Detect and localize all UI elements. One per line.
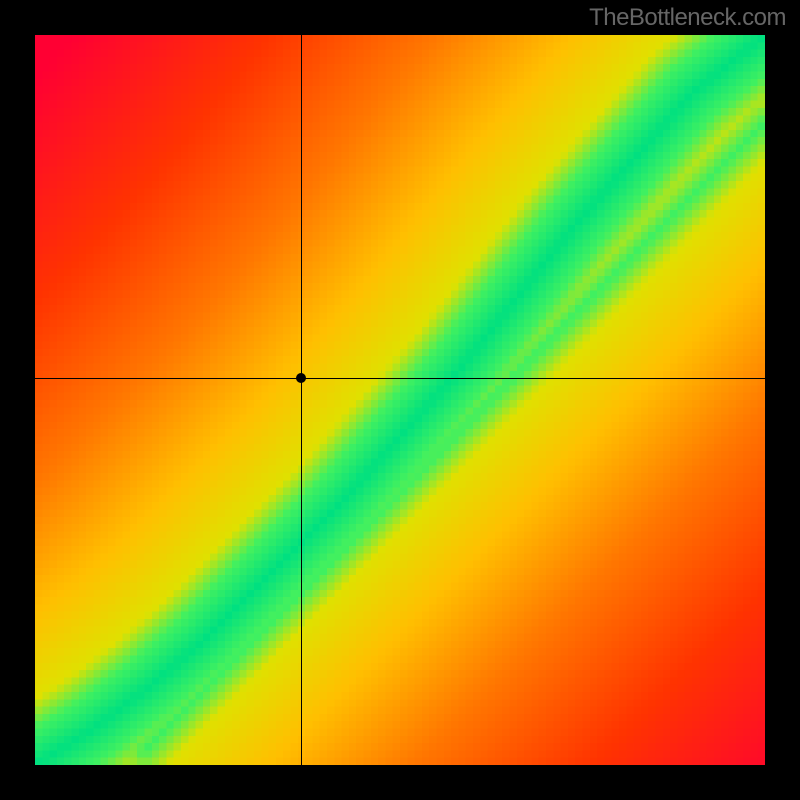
- crosshair-vertical: [301, 35, 302, 765]
- watermark: TheBottleneck.com: [589, 4, 786, 32]
- bottleneck-heatmap: [35, 35, 765, 765]
- crosshair-marker: [296, 373, 306, 383]
- crosshair-horizontal: [35, 378, 765, 379]
